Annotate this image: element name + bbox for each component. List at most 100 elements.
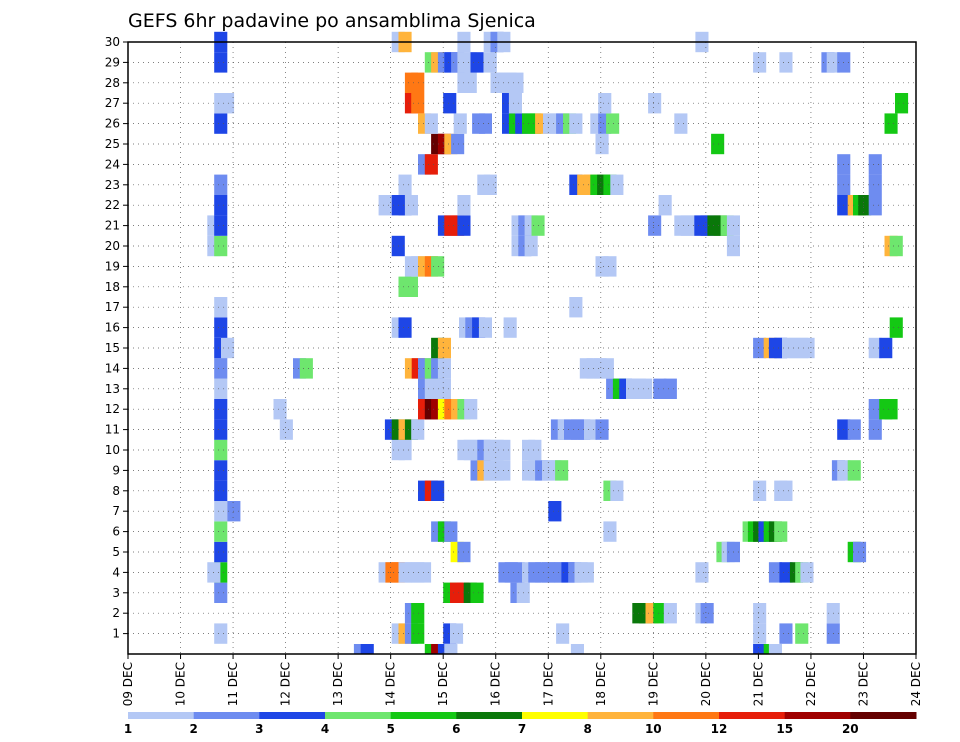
legend-label: 5 — [387, 722, 395, 736]
x-axis-ticks: 09 DEC 10 DEC 11 DEC 12 DEC 13 DEC 14 DEC 15 D… — [121, 654, 923, 706]
heatmap-cell — [404, 276, 418, 297]
y-tick-label: 21 — [105, 219, 120, 233]
x-tick-label: 23 DEC — [856, 662, 870, 706]
y-tick-label: 13 — [105, 382, 120, 396]
heatmap-cell — [753, 623, 767, 644]
y-tick-label: 12 — [105, 402, 120, 416]
x-tick-label: 20 DEC — [699, 662, 713, 706]
heatmap-cell — [570, 644, 584, 654]
heatmap-cell — [774, 521, 788, 542]
legend-label: 8 — [584, 722, 592, 736]
heatmap-cell — [221, 93, 235, 114]
heatmap-cell — [431, 256, 445, 277]
heatmap-cell — [411, 93, 425, 114]
heatmap-cell — [610, 174, 624, 195]
y-tick-label: 23 — [105, 178, 120, 192]
legend-swatch — [456, 712, 523, 719]
heatmap-cell — [639, 378, 653, 399]
heatmap-cell — [398, 439, 412, 461]
heatmap-cell — [214, 113, 228, 134]
heatmap-cell — [214, 297, 228, 318]
legend-swatch — [193, 712, 260, 719]
heatmap-cell — [483, 174, 497, 195]
legend-label: 7 — [518, 722, 526, 736]
legend-label: 10 — [645, 722, 662, 736]
heatmap-cell — [464, 399, 478, 420]
heatmap-cell — [569, 297, 583, 318]
y-tick-label: 4 — [112, 565, 120, 579]
heatmap-cell — [450, 623, 464, 644]
heatmap-cell — [847, 460, 861, 481]
heatmap-cell — [214, 541, 228, 563]
heatmap-cell — [404, 195, 418, 216]
x-tick-label: 13 DEC — [331, 662, 345, 706]
heatmap-cell — [598, 93, 612, 114]
heatmap-cell — [214, 358, 228, 379]
heatmap-cell — [214, 378, 228, 399]
x-tick-label: 16 DEC — [489, 662, 503, 706]
y-tick-label: 18 — [105, 280, 120, 294]
y-tick-label: 17 — [105, 300, 120, 314]
heatmap-cell — [503, 317, 517, 338]
legend-swatch — [390, 712, 457, 719]
legend-label: 15 — [776, 722, 793, 736]
heatmap-cell — [858, 195, 872, 216]
heatmap-cell — [753, 337, 767, 359]
heatmap-cell — [753, 480, 767, 501]
heatmap-cell — [214, 215, 228, 236]
heatmap-cell — [418, 562, 432, 583]
heatmap-cell — [508, 93, 522, 114]
heatmap-cell — [524, 235, 538, 257]
legend-swatch — [653, 712, 720, 719]
heatmap-cells — [207, 31, 909, 654]
x-tick-label: 14 DEC — [384, 662, 398, 706]
x-tick-label: 18 DEC — [594, 662, 608, 706]
heatmap-cell — [653, 603, 667, 624]
y-tick-label: 19 — [105, 259, 120, 273]
heatmap-cell — [411, 72, 425, 93]
heatmap-cell — [528, 439, 542, 461]
heatmap-cell — [214, 623, 228, 644]
heatmap-cell — [360, 644, 374, 654]
heatmap-cell — [437, 337, 451, 359]
heatmap-cell — [214, 235, 228, 257]
heatmap-cell — [398, 174, 412, 195]
heatmap-cell — [868, 174, 882, 195]
y-tick-label: 10 — [105, 443, 120, 457]
heatmap-cell — [214, 582, 228, 603]
heatmap-cell — [868, 399, 882, 420]
heatmap-cell — [853, 541, 867, 563]
heatmap-cell — [398, 317, 412, 338]
y-tick-label: 25 — [105, 137, 120, 151]
heatmap-cell — [378, 195, 392, 216]
heatmap-cell — [663, 603, 677, 624]
heatmap-cell — [214, 480, 228, 501]
x-tick-label: 10 DEC — [174, 662, 188, 706]
heatmap-cell — [800, 562, 814, 583]
heatmap-cell — [768, 644, 782, 654]
heatmap-cell — [463, 72, 477, 93]
chart-grid — [128, 41, 916, 654]
y-tick-label: 6 — [112, 525, 120, 539]
y-tick-label: 28 — [105, 76, 120, 90]
heatmap-cell — [556, 623, 570, 644]
heatmap-cell — [610, 480, 624, 501]
legend-swatch — [128, 712, 195, 719]
y-tick-label: 1 — [112, 627, 120, 641]
y-tick-label: 15 — [105, 341, 120, 355]
heatmap-cell — [214, 52, 228, 73]
heatmap-cell — [437, 378, 451, 399]
legend-swatch — [259, 712, 326, 719]
heatmap-cell — [453, 113, 467, 134]
y-tick-label: 29 — [105, 55, 120, 69]
heatmap-cell — [884, 399, 898, 420]
heatmap-cell — [648, 93, 662, 114]
heatmap-cell — [478, 317, 492, 338]
heatmap-cell — [868, 154, 882, 175]
legend-swatch — [719, 712, 786, 719]
legend-swatch — [784, 712, 851, 719]
heatmap-cell — [889, 235, 903, 257]
heatmap-cell — [663, 378, 677, 399]
heatmap-cell — [443, 93, 457, 114]
legend-label: 20 — [842, 722, 859, 736]
